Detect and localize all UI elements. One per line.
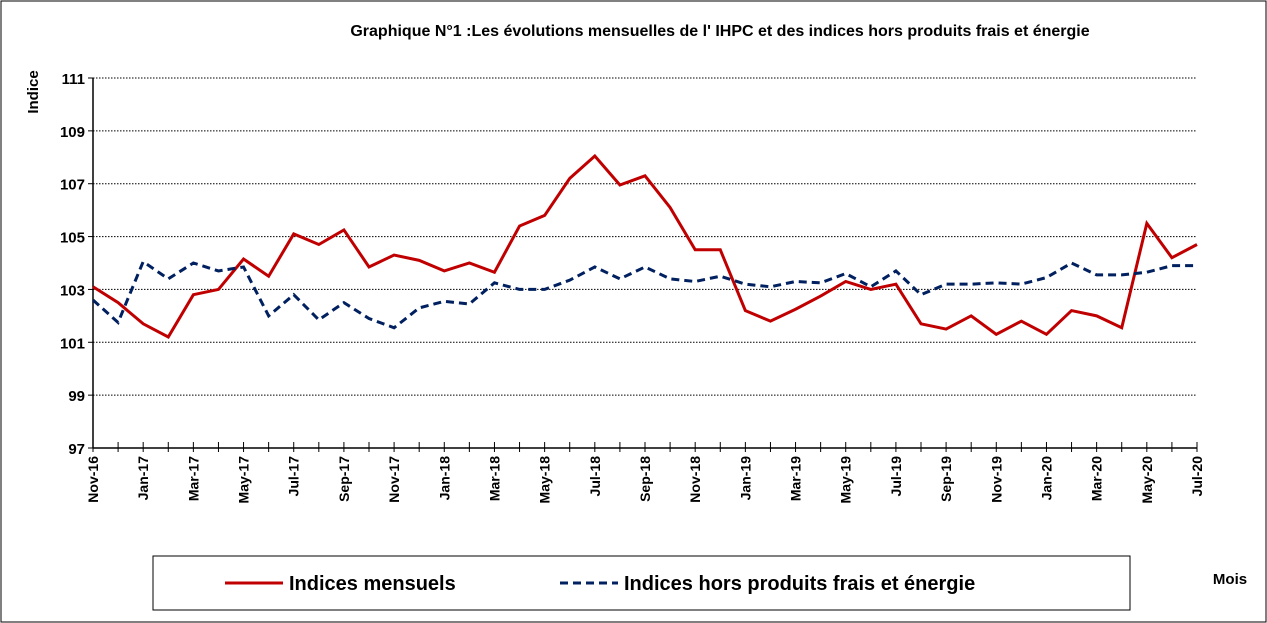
y-tick-label: 103 [60,282,85,299]
x-tick-label: Nov-18 [687,456,703,503]
y-tick-label: 99 [68,388,85,405]
x-tick-label: May-19 [838,456,854,504]
chart-title: Graphique N°1 :Les évolutions mensuelles… [350,23,1089,40]
x-tick-label: Jan-20 [1038,456,1054,501]
x-tick-label: Sep-17 [336,456,352,502]
x-tick-label: Nov-17 [386,456,402,503]
x-tick-label: Jul-17 [286,456,302,497]
y-tick-label: 109 [60,124,85,141]
y-tick-label: 101 [60,335,85,352]
x-tick-label: Sep-18 [637,456,653,502]
y-tick-label: 105 [60,230,85,247]
x-tick-label: Nov-16 [85,456,101,503]
legend-label: Indices mensuels [289,573,456,595]
x-tick-label: May-18 [537,456,553,504]
y-tick-label: 107 [60,177,85,194]
legend-label: Indices hors produits frais et énergie [624,573,975,595]
x-tick-label: Sep-19 [938,456,954,502]
y-tick-label: 97 [68,441,85,458]
x-tick-label: Jan-19 [737,456,753,501]
x-tick-label: Mar-20 [1089,456,1105,501]
x-axis-title: Mois [1213,571,1247,588]
x-tick-label: Jan-17 [135,456,151,501]
series-line [92,153,1198,339]
x-tick-label: Jul-19 [888,456,904,497]
x-tick-label: May-20 [1139,456,1155,504]
x-tick-label: Jan-18 [436,456,452,501]
legend-box [152,555,1131,611]
x-tick-label: Mar-18 [486,456,502,501]
x-tick-label: Mar-17 [185,456,201,501]
x-tick-label: Jul-18 [587,456,603,497]
y-axis-title: Indice [25,70,42,113]
x-tick-label: May-17 [236,456,252,504]
y-tick-label: 111 [62,71,85,88]
x-tick-label: Nov-19 [988,456,1004,503]
x-tick-label: Mar-19 [788,456,804,501]
series-line [91,259,1197,330]
x-tick-label: Jul-20 [1189,456,1205,497]
